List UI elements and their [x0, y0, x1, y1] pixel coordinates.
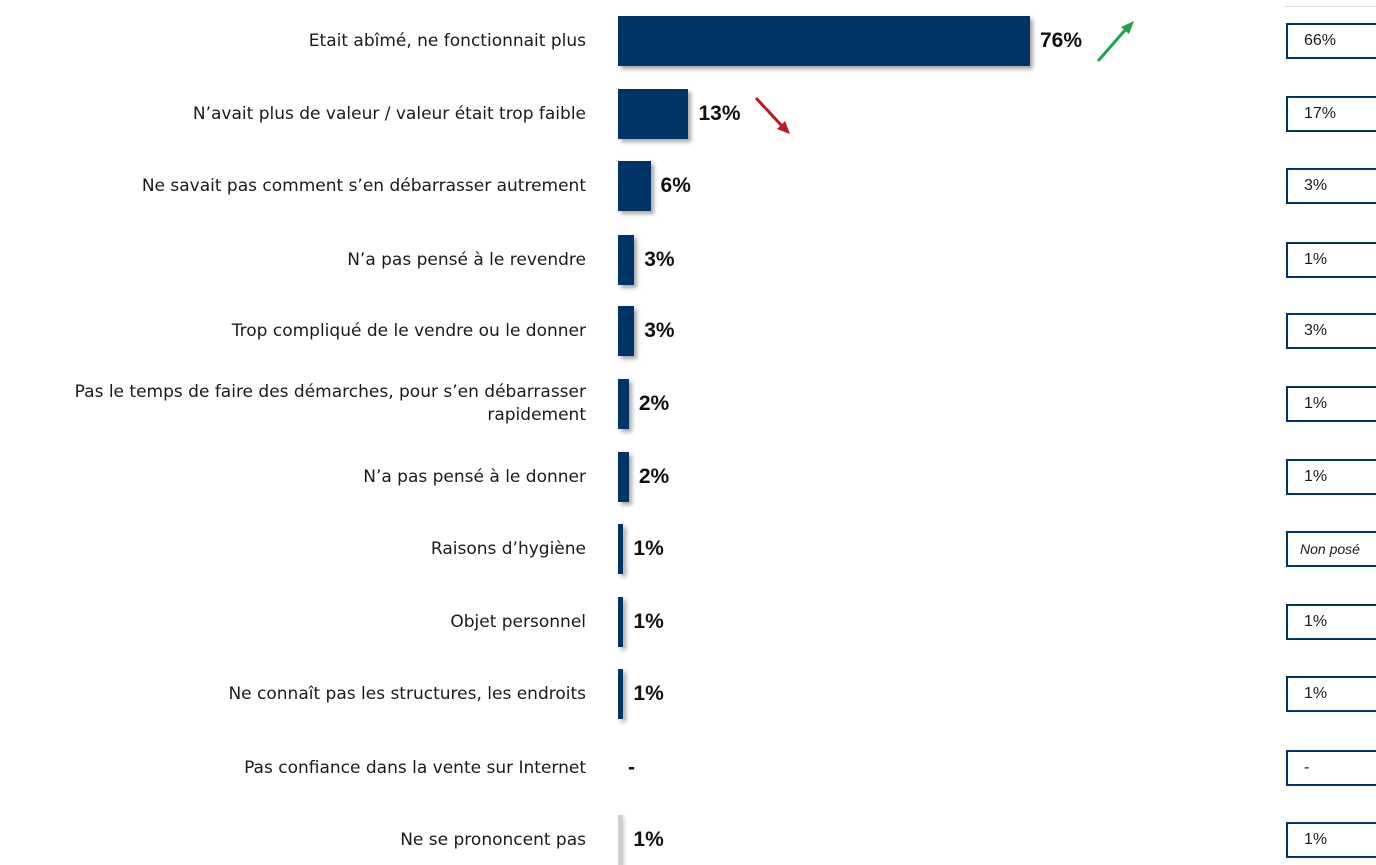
bar — [618, 379, 629, 429]
data-label: 1% — [633, 682, 664, 705]
category-label: Ne se prononcent pas — [400, 829, 586, 850]
bar — [618, 452, 629, 502]
bar — [618, 235, 635, 285]
data-label: 2% — [638, 392, 670, 415]
category-label: Pas confiance dans la vente sur Internet — [244, 757, 586, 778]
comparison-value: 1% — [1304, 831, 1328, 848]
comparison-value: 1% — [1304, 468, 1328, 485]
category-label: Ne connaît pas les structures, les endro… — [228, 683, 586, 704]
bar — [618, 524, 624, 574]
category-label: N’a pas pensé à le donner — [363, 466, 586, 487]
comparison-value: 1% — [1304, 395, 1328, 412]
data-label: - — [628, 756, 635, 779]
category-label: Trop compliqué de le vendre ou le donner — [231, 320, 586, 341]
category-label: Ne savait pas comment s’en débarrasser a… — [141, 175, 586, 196]
comparison-value-box: 3% — [1286, 168, 1376, 204]
comparison-value: - — [1304, 759, 1310, 776]
bar — [618, 16, 1030, 66]
comparison-value: 66% — [1304, 32, 1337, 49]
comparison-value-box: 66% — [1286, 23, 1376, 59]
bar — [618, 597, 624, 647]
bar — [618, 669, 624, 719]
comparison-column-top-edge — [1284, 0, 1376, 7]
arrow-head — [1121, 21, 1134, 34]
arrow-shaft — [1096, 28, 1128, 62]
trend-down-arrow-icon — [755, 96, 791, 134]
arrow-shaft — [755, 96, 784, 128]
category-label: Pas le temps de faire des démarches, pou… — [74, 382, 586, 425]
bar — [618, 815, 624, 865]
comparison-value: 1% — [1304, 613, 1328, 630]
category-label: Raisons d’hygiène — [430, 538, 586, 559]
data-label: 1% — [633, 828, 664, 851]
category-label: Etait abîmé, ne fonctionnait plus — [308, 30, 586, 51]
bar — [618, 89, 689, 139]
comparison-value-box: 1% — [1286, 459, 1376, 495]
bar — [618, 161, 651, 211]
comparison-value-box: 1% — [1286, 386, 1376, 422]
comparison-value-box: 1% — [1286, 604, 1376, 640]
category-label: N’avait plus de valeur / valeur était tr… — [192, 103, 586, 124]
category-label: N’a pas pensé à le revendre — [347, 249, 586, 270]
comparison-value: 3% — [1304, 177, 1328, 194]
category-label: Objet personnel — [450, 611, 586, 632]
bar — [618, 306, 635, 356]
trend-up-arrow-icon — [1096, 21, 1134, 62]
arrow-head — [777, 121, 791, 134]
comparison-value-box: Non posé — [1286, 531, 1376, 567]
comparison-value-box: 1% — [1286, 676, 1376, 712]
comparison-value: 1% — [1304, 685, 1328, 702]
comparison-value-box: 3% — [1286, 313, 1376, 349]
comparison-value-box: 1% — [1286, 822, 1376, 858]
data-label: 6% — [660, 174, 691, 197]
data-label: 2% — [638, 465, 670, 488]
data-label: 76% — [1040, 29, 1083, 52]
comparison-value-box: - — [1286, 750, 1376, 786]
comparison-value-box: 17% — [1286, 96, 1376, 132]
comparison-value: 1% — [1304, 251, 1328, 268]
data-label: 1% — [633, 537, 664, 560]
data-label: 3% — [644, 248, 675, 271]
data-label: 1% — [633, 610, 664, 633]
comparison-value: 17% — [1304, 105, 1337, 122]
data-label: 3% — [644, 319, 675, 342]
comparison-value-box: 1% — [1286, 242, 1376, 278]
data-label: 13% — [698, 102, 741, 125]
comparison-value: Non posé — [1300, 541, 1360, 557]
comparison-value: 3% — [1304, 322, 1328, 339]
